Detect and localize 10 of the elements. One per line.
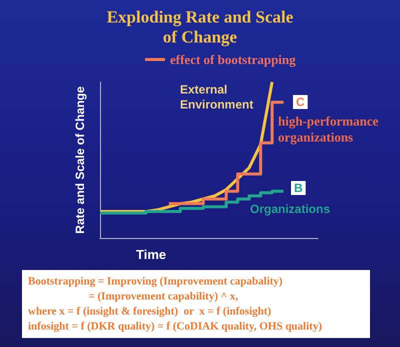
y-axis-title: Rate and Scale of Change — [73, 86, 87, 234]
x-axis-title: Time — [136, 247, 166, 262]
annotation: B — [294, 181, 303, 195]
text: Bootstrapping = Improving (Improvement capabality) = (Improvement capability) ^ x, where x = f (insight & foresight) or x = f (infosight) infosight = f (DKR quality) = f (CoDIAK quality, OHS quality) — [28, 276, 322, 332]
annotation: Organizations — [250, 202, 330, 216]
chart-title: Exploding Rate and Scale of Change — [106, 8, 294, 46]
annotation: high-performance organizations — [278, 114, 382, 144]
annotation: C — [296, 95, 305, 109]
legend-label: effect of bootstrapping — [170, 52, 296, 67]
series-label: External Environment — [180, 82, 254, 112]
